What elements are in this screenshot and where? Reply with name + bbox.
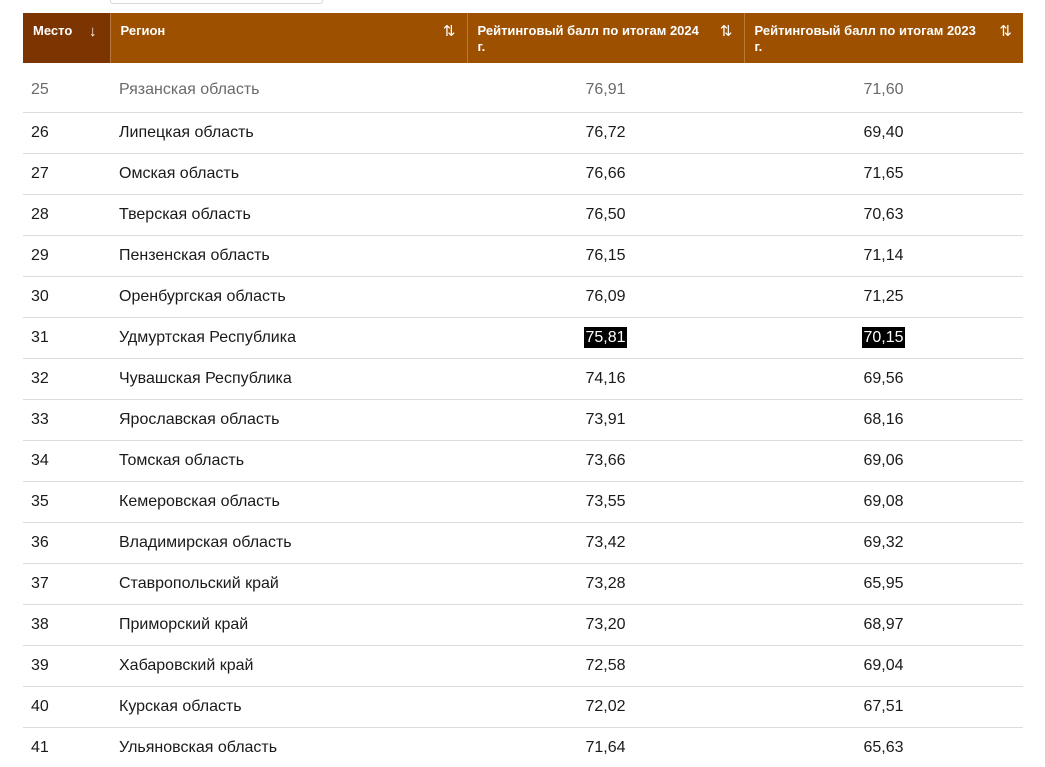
- table-row: 36 Владимирская область 73,42 69,32: [23, 522, 1023, 564]
- sort-icon[interactable]: ⇅: [719, 23, 733, 40]
- cell-score-2024: 74,16: [467, 358, 744, 400]
- column-header-score-2024[interactable]: Рейтинговый балл по итогам 2024 г. ⇅: [467, 13, 745, 63]
- cell-region: Пензенская область: [110, 235, 467, 277]
- cell-score-2023: 68,16: [744, 399, 1023, 441]
- cell-score-2023: 69,06: [744, 440, 1023, 482]
- column-header-place[interactable]: Место ↓: [23, 13, 111, 63]
- cell-region: Томская область: [110, 440, 467, 482]
- cell-region: Тверская область: [110, 194, 467, 236]
- cell-score-2024: 73,42: [467, 522, 744, 564]
- cell-region: Удмуртская Республика: [110, 317, 467, 359]
- cell-score-2023: 71,60: [744, 63, 1023, 113]
- cell-place: 31: [23, 317, 110, 359]
- cell-place: 33: [23, 399, 110, 441]
- cell-region: Приморский край: [110, 604, 467, 646]
- cell-place: 37: [23, 563, 110, 605]
- cell-region: Кемеровская область: [110, 481, 467, 523]
- table-row: 25 Рязанская область 76,91 71,60: [23, 63, 1023, 113]
- highlighted-value: 70,15: [862, 326, 905, 348]
- cell-place: 25: [23, 63, 110, 113]
- table-row: 37 Ставропольский край 73,28 65,95: [23, 563, 1023, 605]
- cell-score-2024: 73,28: [467, 563, 744, 605]
- cell-score-2024: 76,66: [467, 153, 744, 195]
- cell-score-2023: 67,51: [744, 686, 1023, 728]
- cell-place: 29: [23, 235, 110, 277]
- table-row: 34 Томская область 73,66 69,06: [23, 440, 1023, 482]
- cell-score-2023: 71,14: [744, 235, 1023, 277]
- sort-descending-icon[interactable]: ↓: [89, 23, 97, 40]
- cell-region: Чувашская Республика: [110, 358, 467, 400]
- column-header-score-2023[interactable]: Рейтинговый балл по итогам 2023 г. ⇅: [744, 13, 1023, 63]
- cell-score-2024: 75,81: [467, 317, 744, 359]
- cell-place: 39: [23, 645, 110, 687]
- table-body: 25 Рязанская область 76,91 71,60 26 Липе…: [23, 63, 1023, 767]
- cell-score-2023: 69,08: [744, 481, 1023, 523]
- sort-icon[interactable]: ⇅: [999, 23, 1012, 40]
- cell-score-2023: 68,97: [744, 604, 1023, 646]
- cell-score-2023: 70,63: [744, 194, 1023, 236]
- cell-region: Курская область: [110, 686, 467, 728]
- cell-score-2023: 69,04: [744, 645, 1023, 687]
- cell-score-2023: 71,65: [744, 153, 1023, 195]
- cell-region: Ставропольский край: [110, 563, 467, 605]
- cell-score-2024: 76,15: [467, 235, 744, 277]
- cell-score-2024: 72,58: [467, 645, 744, 687]
- cell-place: 27: [23, 153, 110, 195]
- cell-region: Ярославская область: [110, 399, 467, 441]
- table-row: 40 Курская область 72,02 67,51: [23, 686, 1023, 728]
- cell-place: 36: [23, 522, 110, 564]
- sort-icon[interactable]: ⇅: [442, 23, 456, 40]
- table-row-highlighted: 31 Удмуртская Республика 75,81 70,15: [23, 317, 1023, 359]
- column-header-region[interactable]: Регион ⇅: [110, 13, 468, 63]
- cell-place: 30: [23, 276, 110, 318]
- cell-score-2024: 72,02: [467, 686, 744, 728]
- table-row: 30 Оренбургская область 76,09 71,25: [23, 276, 1023, 318]
- cell-score-2024: 76,91: [467, 63, 744, 113]
- table-header: Место ↓ Регион ⇅ Рейтинговый балл по ито…: [23, 13, 1023, 63]
- cell-score-2023: 69,56: [744, 358, 1023, 400]
- table-row: 33 Ярославская область 73,91 68,16: [23, 399, 1023, 441]
- cell-region: Рязанская область: [110, 63, 467, 113]
- cell-score-2023: 69,32: [744, 522, 1023, 564]
- column-header-score-2023-label: Рейтинговый балл по итогам 2023 г.: [754, 23, 976, 54]
- cell-region: Владимирская область: [110, 522, 467, 564]
- cell-score-2024: 76,72: [467, 112, 744, 154]
- cell-score-2023: 65,95: [744, 563, 1023, 605]
- table-row: 32 Чувашская Республика 74,16 69,56: [23, 358, 1023, 400]
- cell-place: 38: [23, 604, 110, 646]
- column-header-region-label: Регион: [120, 23, 166, 38]
- cell-region: Липецкая область: [110, 112, 467, 154]
- cell-region: Оренбургская область: [110, 276, 467, 318]
- cell-place: 34: [23, 440, 110, 482]
- cell-score-2024: 76,50: [467, 194, 744, 236]
- cell-place: 40: [23, 686, 110, 728]
- table-row: 38 Приморский край 73,20 68,97: [23, 604, 1023, 646]
- cell-region: Хабаровский край: [110, 645, 467, 687]
- column-header-score-2024-label: Рейтинговый балл по итогам 2024 г.: [477, 23, 699, 54]
- table-row: 27 Омская область 76,66 71,65: [23, 153, 1023, 195]
- cell-score-2024: 73,91: [467, 399, 744, 441]
- table-row: 39 Хабаровский край 72,58 69,04: [23, 645, 1023, 687]
- rating-table: Место ↓ Регион ⇅ Рейтинговый балл по ито…: [23, 13, 1023, 767]
- cell-score-2024: 73,20: [467, 604, 744, 646]
- bottom-fade: [0, 753, 1045, 767]
- table-row: 29 Пензенская область 76,15 71,14: [23, 235, 1023, 277]
- cell-place: 28: [23, 194, 110, 236]
- table-row: 26 Липецкая область 76,72 69,40: [23, 112, 1023, 154]
- cell-place: 35: [23, 481, 110, 523]
- cell-score-2024: 76,09: [467, 276, 744, 318]
- table-row: 28 Тверская область 76,50 70,63: [23, 194, 1023, 236]
- cell-place: 32: [23, 358, 110, 400]
- cell-score-2024: 73,66: [467, 440, 744, 482]
- cell-score-2024: 73,55: [467, 481, 744, 523]
- table-row: 35 Кемеровская область 73,55 69,08: [23, 481, 1023, 523]
- top-control-edge: [110, 0, 323, 4]
- cell-place: 26: [23, 112, 110, 154]
- highlighted-value: 75,81: [584, 326, 627, 348]
- cell-score-2023: 69,40: [744, 112, 1023, 154]
- cell-region: Омская область: [110, 153, 467, 195]
- cell-score-2023: 70,15: [744, 317, 1023, 359]
- cell-score-2023: 71,25: [744, 276, 1023, 318]
- column-header-place-label: Место: [33, 23, 73, 38]
